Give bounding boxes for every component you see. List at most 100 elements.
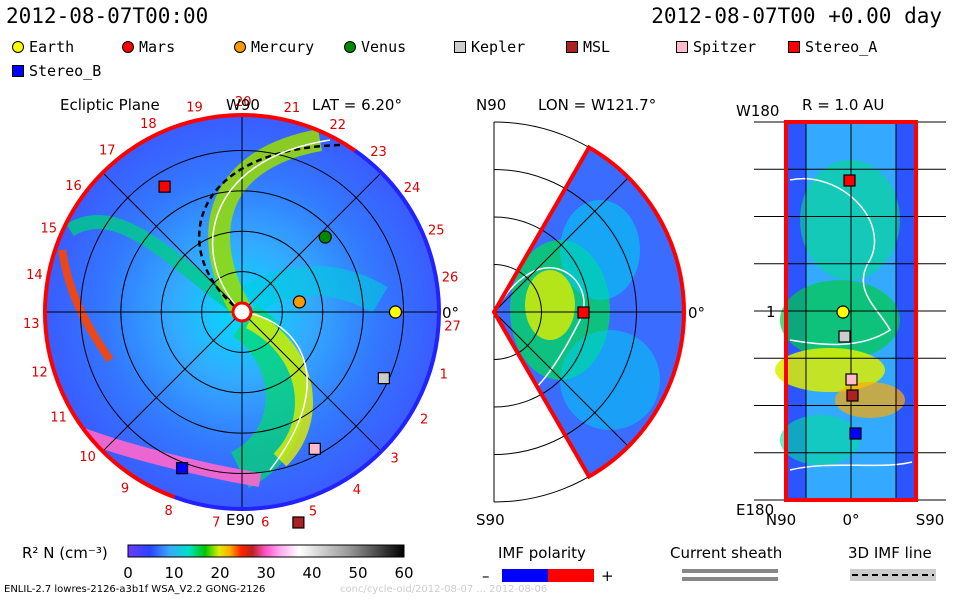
imf-negative-swatch [502,569,548,582]
legend-label: Earth [29,38,75,56]
r-label: R = 1.0 AU [802,96,884,114]
date-left: 2012-08-07T00:00 [6,4,209,28]
colorbar-tick-label: 30 [256,564,275,582]
meridional-spoke [493,311,629,447]
stereo-a-marker [158,180,171,193]
ecliptic-objects [158,180,403,529]
map-earth [836,305,850,319]
map-stereo-a [843,174,856,187]
sector-label: 17 [99,144,116,159]
spitzer-marker [308,442,321,455]
legend-item-mercury: Mercury [234,38,314,56]
sector-label: 23 [370,145,387,160]
legend-item-stereo_b: Stereo_B [12,62,101,80]
wedge-structures [494,200,660,430]
e180-label: E180 [736,501,774,519]
sector-label: 11 [50,410,67,425]
sector-label: 3 [390,452,398,467]
msl-marker [292,516,305,529]
ecliptic-panel: 19 20 212223242526271234567891011121314151… [23,95,461,531]
sector-label: 18 [140,117,157,132]
legend-item-msl: MSL [566,38,610,56]
rim-positive [43,113,357,499]
lat-label: LAT = 6.20° [312,96,402,114]
sector-label: 25 [428,224,445,239]
sector-label: 13 [23,317,40,332]
imf-title: IMF polarity [498,544,586,562]
sector-label: 16 [65,179,82,194]
rim-negative [173,148,441,511]
e90-label: E90 [226,511,255,529]
current-sheath [241,311,308,471]
w90-label: W90 [226,96,260,114]
mercury-marker [292,295,307,309]
imf3d-legend: 3D IMF line [848,544,936,581]
sector-label: 5 [309,505,317,520]
sector-label: 22 [330,118,347,133]
colorbar-tick-label: 0 [123,564,133,582]
stereo-b-marker [175,462,189,475]
legend-item-spitzer: Spitzer [676,38,756,56]
sector-label: 15 [40,221,57,236]
legend-label: MSL [583,38,611,56]
square-marker-icon [566,41,578,53]
imf-plus: + [601,567,614,585]
legend-label: Mars [139,38,176,56]
map-zero-label: 0° [842,511,859,529]
current-sheath-legend: Current sheath [670,544,782,581]
sector-label: 19 [186,100,203,115]
earth-marker [388,305,403,319]
legend-item-kepler: Kepler [454,38,525,56]
colorbar-tick-label: 50 [348,564,367,582]
colorbar-tick-label: 20 [210,564,229,582]
n90-label: N90 [476,96,506,114]
square-marker-icon [788,41,800,53]
imf-polarity-legend: IMF polarity – + [482,544,614,585]
lon-label: LON = W121.7° [538,96,656,114]
sector-label: 27 [444,319,461,334]
circle-marker-icon [12,41,24,53]
colorbar-tick-label: 10 [164,564,183,582]
sector-label: 1 [440,368,448,383]
legend-label: Stereo_B [29,62,102,80]
colorbar-tick-label: 60 [394,564,413,582]
meridional-panel: N90 LON = W121.7° S90 0° [476,96,705,529]
map-spitzer [845,373,858,386]
ecliptic-rim [43,113,441,511]
map-s90-label: S90 [916,511,945,529]
imf3d-title: 3D IMF line [848,544,932,562]
sector-label: 26 [442,271,459,286]
sector-label: 10 [79,450,96,465]
map-panel: R = 1.0 AU W180 E180 1 N90 0° S90 [736,96,946,529]
kepler-marker [377,372,390,385]
map-mid-label: 1 [766,303,776,321]
square-marker-icon [12,65,24,77]
map-n90-label: N90 [766,511,796,529]
colorbar-label: R² N (cm⁻³) [22,544,108,562]
stereo-a-marker [577,306,590,319]
sector-label: 24 [404,181,421,196]
circle-marker-icon [344,41,356,53]
sector-label: 4 [353,483,361,498]
square-marker-icon [676,41,688,53]
w180-label: W180 [736,102,779,120]
venus-marker [318,230,332,244]
legend-item-mars: Mars [122,38,175,56]
mer-zero-label: 0° [688,304,705,322]
legend-label: Stereo_A [805,38,878,56]
current-sheath-2 [212,139,331,313]
sector-label: 7 [212,515,220,530]
sector-label: 21 [284,101,301,116]
sector-label: 6 [261,516,269,531]
legend-item-earth: Earth [12,38,74,56]
wedge-edge [491,144,686,480]
footer-faint-text: conc/cycle-oid/2012-08-07 ... 2012-08-06 [340,584,548,595]
legend-label: Kepler [471,38,526,56]
legend-label: Spitzer [693,38,757,56]
sector-label: 2 [420,413,428,428]
legend-item-venus: Venus [344,38,406,56]
legend-label: Venus [361,38,407,56]
sector-label: 20 [235,95,252,110]
ecliptic-grid [45,115,439,509]
